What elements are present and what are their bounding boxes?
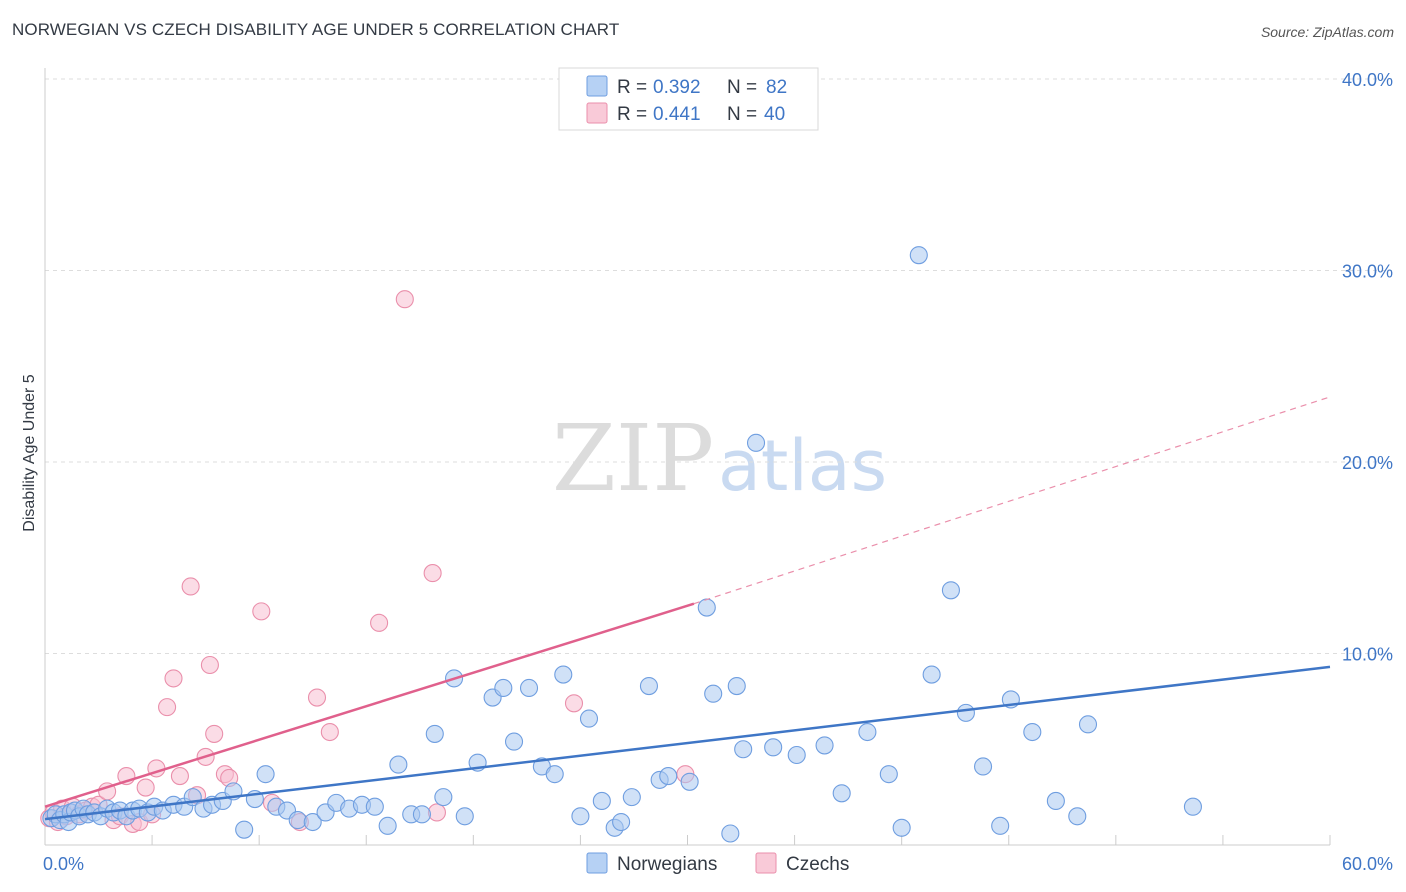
norwegians-point <box>973 757 993 776</box>
norwegians-point <box>727 677 746 696</box>
legend-r-label-czechs: R = <box>617 104 647 125</box>
norwegians-point <box>235 820 254 839</box>
czechs-trend-line <box>44 602 695 808</box>
norwegians-point <box>494 678 513 698</box>
czechs-points <box>40 290 695 833</box>
norwegians-point <box>697 598 716 617</box>
czechs-point <box>181 577 200 596</box>
trend-lines <box>44 396 1331 821</box>
legend-n-value-norwegians: 82 <box>766 77 787 98</box>
legend-n-label-norwegians: N = <box>727 77 757 98</box>
watermark-atlas: atlas <box>718 425 887 507</box>
norwegians-point <box>455 807 474 826</box>
norwegians-point <box>554 665 573 684</box>
norwegians-point <box>519 678 539 698</box>
norwegians-point <box>815 736 834 755</box>
czechs-point <box>427 803 446 822</box>
norwegians-point <box>956 703 975 722</box>
norwegians-point <box>879 765 898 784</box>
norwegians-point <box>571 807 590 826</box>
czechs-point <box>423 564 442 583</box>
czechs-point <box>205 724 224 743</box>
norwegians-point <box>365 797 384 816</box>
czechs-point <box>564 694 584 713</box>
norwegians-point <box>579 709 599 728</box>
legend-r-value-norwegians: 0.392 <box>653 77 701 98</box>
norwegians-point <box>922 665 941 684</box>
axes <box>44 68 1330 846</box>
grid-lines <box>44 78 1392 845</box>
norwegians-point <box>622 788 641 807</box>
norwegians-point <box>680 772 699 791</box>
norwegians-point <box>858 722 877 742</box>
norwegians-point <box>389 755 408 774</box>
x-tick-label: 60.0% <box>1342 854 1393 874</box>
bottom-legend-label-czechs: Czechs <box>786 854 849 875</box>
norwegians-point <box>721 824 740 843</box>
y-axis-label: Disability Age Under 5 <box>21 374 38 532</box>
y-tick-label: 40.0% <box>1342 70 1393 90</box>
czechs-point <box>170 767 189 786</box>
czechs-point <box>307 688 327 707</box>
norwegians-point <box>892 818 911 837</box>
tick-labels: 10.0% 20.0% 30.0% 40.0% 0.0% 60.0% <box>43 70 1393 874</box>
legend-swatch-czechs <box>586 102 608 124</box>
czechs-point <box>370 613 389 632</box>
bottom-legend-swatch-czechs <box>755 852 777 874</box>
norwegians-trend-line <box>44 665 1331 821</box>
norwegians-point <box>1078 715 1098 734</box>
y-tick-label: 30.0% <box>1342 262 1393 282</box>
norwegians-point <box>1183 797 1202 816</box>
norwegians-point <box>412 805 431 824</box>
czechs-point <box>136 778 155 797</box>
y-tick-label: 20.0% <box>1342 453 1393 473</box>
czechs-point <box>395 290 414 309</box>
watermark-zip: ZIP <box>552 405 714 512</box>
norwegians-point <box>659 767 678 786</box>
stats-legend: R = 0.392 N = 82 R = 0.441 N = 40 <box>558 67 819 131</box>
norwegians-point <box>991 816 1010 835</box>
norwegians-point <box>545 765 564 784</box>
czechs-point <box>158 698 177 717</box>
norwegians-point <box>734 740 753 759</box>
norwegians-point <box>434 788 453 807</box>
norwegians-point <box>941 581 960 600</box>
series-legend: Norwegians Czechs <box>586 852 849 875</box>
norwegians-point <box>378 816 397 835</box>
chart-title: NORWEGIAN VS CZECH DISABILITY AGE UNDER … <box>12 20 620 39</box>
norwegians-point <box>592 791 611 811</box>
norwegians-point <box>612 812 631 832</box>
norwegians-point <box>704 684 723 703</box>
norwegians-point <box>288 811 307 830</box>
legend-r-value-czechs: 0.441 <box>653 104 701 125</box>
czechs-point <box>320 722 339 742</box>
norwegians-point <box>1046 791 1065 811</box>
source-credit: Source: ZipAtlas.com <box>1260 24 1394 40</box>
legend-swatch-norwegians <box>586 75 608 97</box>
norwegians-point <box>746 433 766 452</box>
norwegians-point <box>256 765 275 784</box>
czechs-point <box>200 655 219 675</box>
norwegians-point <box>764 738 783 757</box>
czechs-trend-line-extension <box>693 396 1331 605</box>
norwegians-point <box>303 812 322 832</box>
x-tick-label: 0.0% <box>43 854 84 874</box>
norwegians-point <box>639 677 659 696</box>
y-tick-label: 10.0% <box>1342 645 1393 665</box>
legend-r-label-norwegians: R = <box>617 77 647 98</box>
norwegians-point <box>787 745 806 765</box>
czechs-point <box>164 669 183 688</box>
legend-n-label-czechs: N = <box>727 104 757 125</box>
norwegians-point <box>909 246 928 265</box>
bottom-legend-label-norwegians: Norwegians <box>617 854 717 875</box>
bottom-legend-swatch-norwegians <box>586 852 608 874</box>
norwegians-point <box>832 784 851 803</box>
legend-n-value-czechs: 40 <box>764 104 785 125</box>
norwegians-point <box>425 724 444 743</box>
norwegians-point <box>504 732 524 751</box>
czechs-point <box>252 602 271 621</box>
norwegians-point <box>1068 807 1087 826</box>
norwegians-point <box>1023 722 1042 742</box>
